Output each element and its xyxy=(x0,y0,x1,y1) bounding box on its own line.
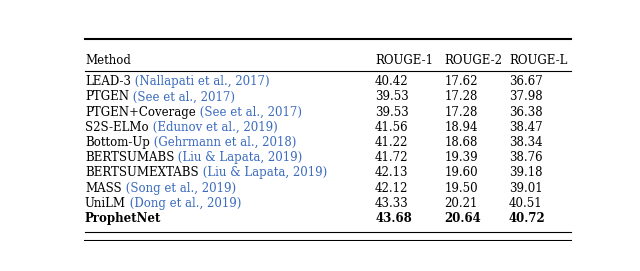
Text: MASS: MASS xyxy=(85,182,122,195)
Text: ROUGE-L: ROUGE-L xyxy=(509,54,568,67)
Text: 19.39: 19.39 xyxy=(445,151,478,164)
Text: 41.22: 41.22 xyxy=(375,136,408,149)
Text: 17.28: 17.28 xyxy=(445,90,478,103)
Text: 38.76: 38.76 xyxy=(509,151,543,164)
Text: 39.53: 39.53 xyxy=(375,90,409,103)
Text: 38.34: 38.34 xyxy=(509,136,543,149)
Text: 39.01: 39.01 xyxy=(509,182,543,195)
Text: 38.47: 38.47 xyxy=(509,121,543,134)
Text: Method: Method xyxy=(85,54,131,67)
Text: ROUGE-1: ROUGE-1 xyxy=(375,54,433,67)
Text: 17.62: 17.62 xyxy=(445,75,478,88)
Text: 18.94: 18.94 xyxy=(445,121,478,134)
Text: (Edunov et al., 2019): (Edunov et al., 2019) xyxy=(148,121,277,134)
Text: (See et al., 2017): (See et al., 2017) xyxy=(129,90,235,103)
Text: 37.98: 37.98 xyxy=(509,90,543,103)
Text: (Gehrmann et al., 2018): (Gehrmann et al., 2018) xyxy=(150,136,296,149)
Text: 18.68: 18.68 xyxy=(445,136,478,149)
Text: 42.13: 42.13 xyxy=(375,166,408,179)
Text: (Liu & Lapata, 2019): (Liu & Lapata, 2019) xyxy=(174,151,303,164)
Text: (Dong et al., 2019): (Dong et al., 2019) xyxy=(126,197,241,210)
Text: 20.21: 20.21 xyxy=(445,197,478,210)
Text: 39.18: 39.18 xyxy=(509,166,543,179)
Text: (Liu & Lapata, 2019): (Liu & Lapata, 2019) xyxy=(198,166,327,179)
Text: LEAD-3: LEAD-3 xyxy=(85,75,131,88)
Text: (Nallapati et al., 2017): (Nallapati et al., 2017) xyxy=(131,75,269,88)
Text: BERTSUMABS: BERTSUMABS xyxy=(85,151,174,164)
Text: 41.56: 41.56 xyxy=(375,121,409,134)
Text: Bottom-Up: Bottom-Up xyxy=(85,136,150,149)
Text: BERTSUMEXTABS: BERTSUMEXTABS xyxy=(85,166,198,179)
Text: 36.67: 36.67 xyxy=(509,75,543,88)
Text: UniLM: UniLM xyxy=(85,197,126,210)
Text: (See et al., 2017): (See et al., 2017) xyxy=(196,105,301,118)
Text: 40.72: 40.72 xyxy=(509,212,546,225)
Text: 36.38: 36.38 xyxy=(509,105,543,118)
Text: 40.51: 40.51 xyxy=(509,197,543,210)
Text: 20.64: 20.64 xyxy=(445,212,481,225)
Text: (Song et al., 2019): (Song et al., 2019) xyxy=(122,182,236,195)
Text: 40.42: 40.42 xyxy=(375,75,409,88)
Text: PTGEN+Coverage: PTGEN+Coverage xyxy=(85,105,196,118)
Text: 41.72: 41.72 xyxy=(375,151,408,164)
Text: ROUGE-2: ROUGE-2 xyxy=(445,54,502,67)
Text: 43.33: 43.33 xyxy=(375,197,409,210)
Text: PTGEN: PTGEN xyxy=(85,90,129,103)
Text: S2S-ELMo: S2S-ELMo xyxy=(85,121,148,134)
Text: 43.68: 43.68 xyxy=(375,212,412,225)
Text: 19.60: 19.60 xyxy=(445,166,478,179)
Text: 39.53: 39.53 xyxy=(375,105,409,118)
Text: 19.50: 19.50 xyxy=(445,182,478,195)
Text: ProphetNet: ProphetNet xyxy=(85,212,161,225)
Text: 17.28: 17.28 xyxy=(445,105,478,118)
Text: 42.12: 42.12 xyxy=(375,182,408,195)
